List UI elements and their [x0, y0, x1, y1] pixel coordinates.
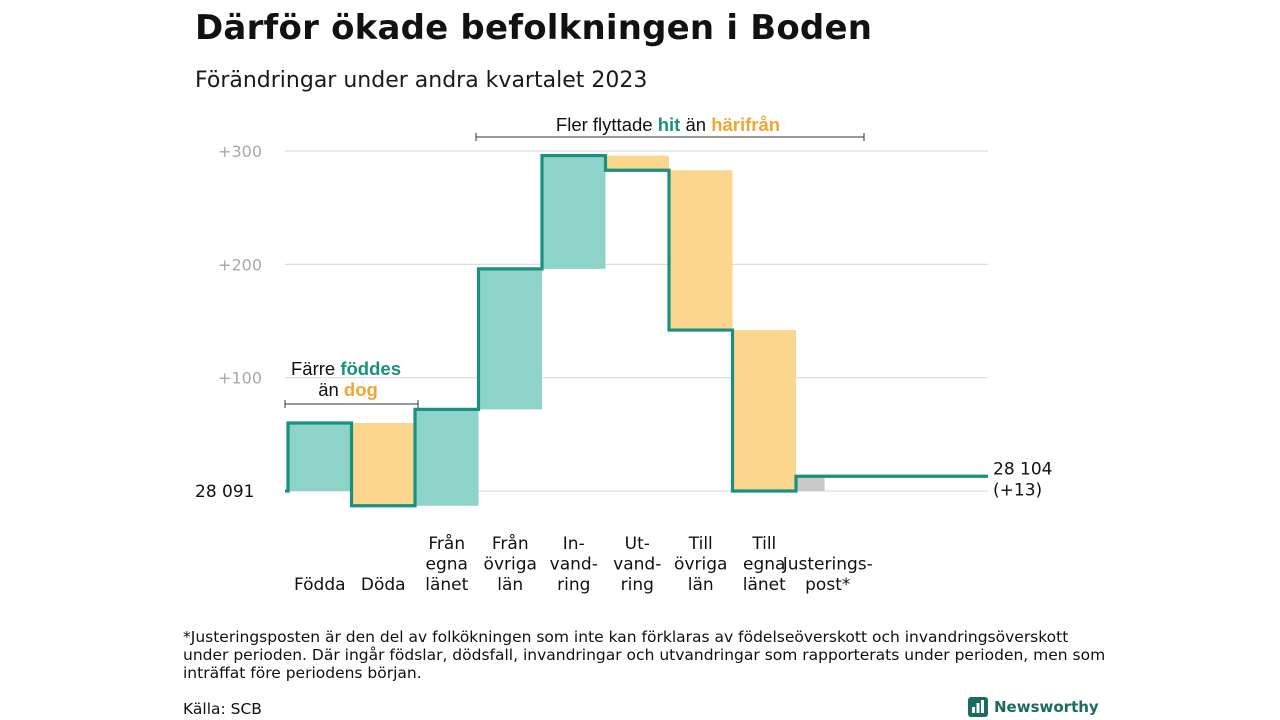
chart-title: Därför ökade befolkningen i Boden [195, 8, 873, 48]
bar-in--vand--ring [542, 155, 606, 269]
bar-döda [351, 423, 415, 506]
y-tick-label: +300 [218, 142, 262, 161]
step-line [285, 153, 988, 508]
bar-från-övriga-län [478, 268, 542, 410]
step-line-layer [285, 153, 988, 508]
x-tick-label: Till övriga län [674, 534, 727, 595]
bar-födda [288, 423, 352, 491]
bar-till-egna-länet [732, 330, 796, 491]
births-annotation-line2: än dog [318, 379, 378, 400]
x-tick-label: Justerings-post* [782, 555, 873, 596]
y-tick-label: +100 [218, 369, 262, 388]
bar-till-övriga-län [669, 170, 733, 331]
end-change-label: (+13) [993, 480, 1042, 500]
logo-text: Newsworthy [994, 698, 1099, 716]
end-value-label: 28 104 [993, 459, 1052, 479]
x-tick-label: Till egna länet [743, 534, 786, 595]
y-tick-label: +200 [218, 255, 262, 274]
bar-justerings--post [796, 476, 825, 491]
x-tick-label: Födda [294, 575, 346, 595]
bars [288, 155, 825, 506]
migration-annotation: Fler flyttade hit än härifrån [556, 114, 780, 135]
newsworthy-logo: Newsworthy [968, 697, 1099, 717]
source-label: Källa: SCB [183, 700, 262, 718]
bar-från-egna-länet [415, 409, 479, 506]
x-tick-label: Från egna länet [425, 533, 468, 595]
labels: +300 +200 +100 Födda Döda Från egna länet Från öv… [195, 142, 1052, 595]
bar-chart-icon [968, 697, 988, 717]
x-tick-label: In-vand-ring [550, 534, 598, 595]
x-tick-label: Från övriga län [484, 533, 537, 595]
bar-ut--vand--ring [605, 155, 669, 171]
waterfall-chart: +300 +200 +100 Födda Döda Från egna länet Från öv… [195, 114, 1052, 595]
footnote: *Justeringsposten är den del av folkökni… [183, 628, 1106, 682]
x-tick-label: Ut-vand-ring [613, 534, 661, 595]
chart-subtitle: Förändringar under andra kvartalet 2023 [195, 68, 648, 93]
births-annotation-line1: Färre föddes [291, 358, 401, 379]
start-value-label: 28 091 [195, 482, 254, 502]
x-tick-label: Döda [361, 575, 406, 595]
